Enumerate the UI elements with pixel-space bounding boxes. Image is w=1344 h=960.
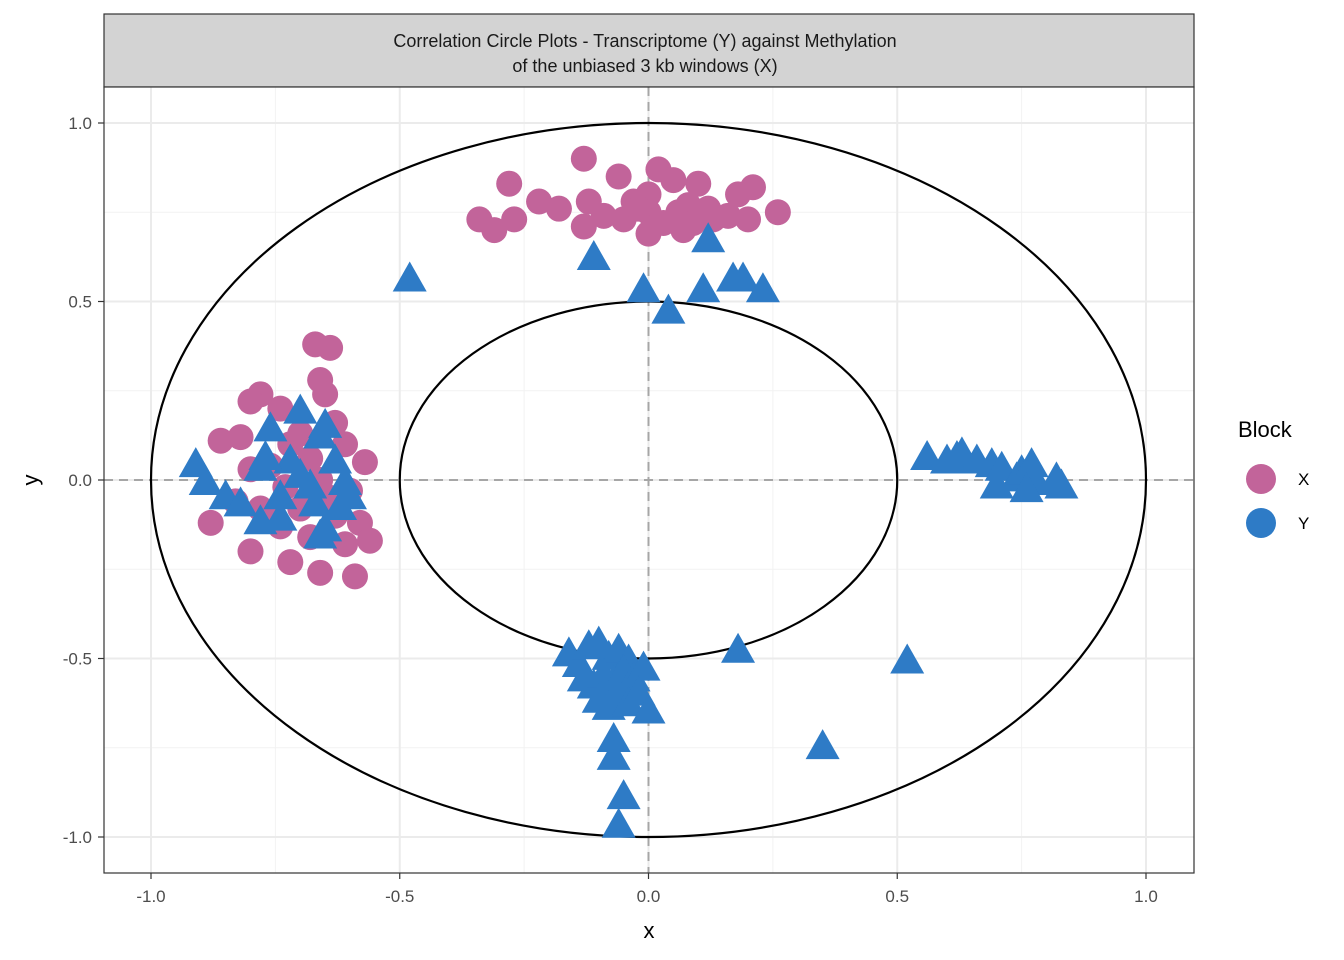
x-axis: -1.0 -0.5 0.0 0.5 1.0 [136,873,1158,906]
point-X [545,195,572,222]
point-X [764,199,791,226]
point-Y [1009,472,1044,503]
point-Y [223,486,258,517]
point-X [341,563,368,590]
point-X [237,538,264,565]
point-X [277,549,304,576]
point-Y [576,240,611,271]
point-Y [392,261,427,292]
y-axis: -1.0 -0.5 0.0 0.5 1.0 [63,114,104,847]
point-Y [596,722,631,753]
y-axis-title: y [18,475,43,486]
point-Y [253,411,288,442]
point-Y [691,222,726,253]
y-tick-label: -0.5 [63,650,92,669]
point-X [227,424,254,451]
point-X [735,206,761,233]
point-Y [805,729,840,760]
point-X [312,381,339,408]
point-X [526,188,553,215]
legend-key-X [1246,464,1276,494]
legend-label-Y: Y [1298,514,1309,533]
y-tick-label: 1.0 [68,114,92,133]
point-Y [283,393,318,424]
point-X [570,213,597,240]
point-X [715,202,742,229]
point-Y [626,650,661,681]
legend-label-X: X [1298,470,1309,489]
x-axis-title: x [644,918,655,943]
chart-subtitle: of the unbiased 3 kb windows (X) [512,56,777,76]
point-Y [601,807,636,838]
point-Y [1044,468,1079,499]
point-Y [263,479,298,510]
point-Y [596,739,631,770]
point-X [351,449,378,476]
series-Y [178,222,1079,838]
point-Y [890,643,925,674]
point-Y [910,439,945,470]
point-Y [308,407,343,438]
point-X [207,427,234,454]
point-Y [1014,447,1049,478]
point-Y [248,439,283,470]
legend-title: Block [1238,417,1293,442]
y-tick-label: 0.5 [68,293,92,312]
x-tick-label: 0.5 [885,887,909,906]
x-tick-label: 1.0 [1134,887,1158,906]
legend: Block X Y [1238,417,1309,538]
point-Y [188,464,223,495]
y-tick-label: 0.0 [68,471,92,490]
point-Y [631,693,666,724]
point-Y [323,489,358,520]
point-Y [283,457,318,488]
facet-strip [103,13,1195,88]
x-tick-label: 0.0 [637,887,661,906]
point-Y [308,511,343,542]
point-X [605,163,632,190]
chart-title: Correlation Circle Plots - Transcriptome… [393,31,896,51]
point-X [670,217,697,244]
point-Y [726,261,761,292]
point-X [267,395,294,422]
point-X [725,181,752,208]
point-X [307,559,334,586]
x-tick-label: -0.5 [385,887,414,906]
point-Y [263,500,298,531]
point-Y [298,486,333,517]
point-X [496,170,523,197]
point-Y [721,632,756,663]
point-X [356,527,383,554]
point-Y [651,293,686,324]
point-Y [979,468,1014,499]
point-X [481,217,508,244]
data-points [178,145,1079,838]
point-X [685,170,712,197]
point-X [570,145,597,172]
x-tick-label: -1.0 [136,887,165,906]
point-X [635,220,662,247]
point-Y [686,272,721,303]
point-Y [318,443,353,474]
circle-radius-1 [149,121,1148,839]
point-Y [626,272,661,303]
point-X [317,334,344,361]
point-X [501,206,528,233]
point-X [625,195,652,222]
point-X [197,509,224,536]
legend-key-Y [1246,508,1276,538]
point-X [660,167,687,194]
y-tick-label: -1.0 [63,828,92,847]
point-X [590,202,617,229]
point-Y [745,272,780,303]
point-X [237,388,264,415]
point-Y [606,779,641,810]
